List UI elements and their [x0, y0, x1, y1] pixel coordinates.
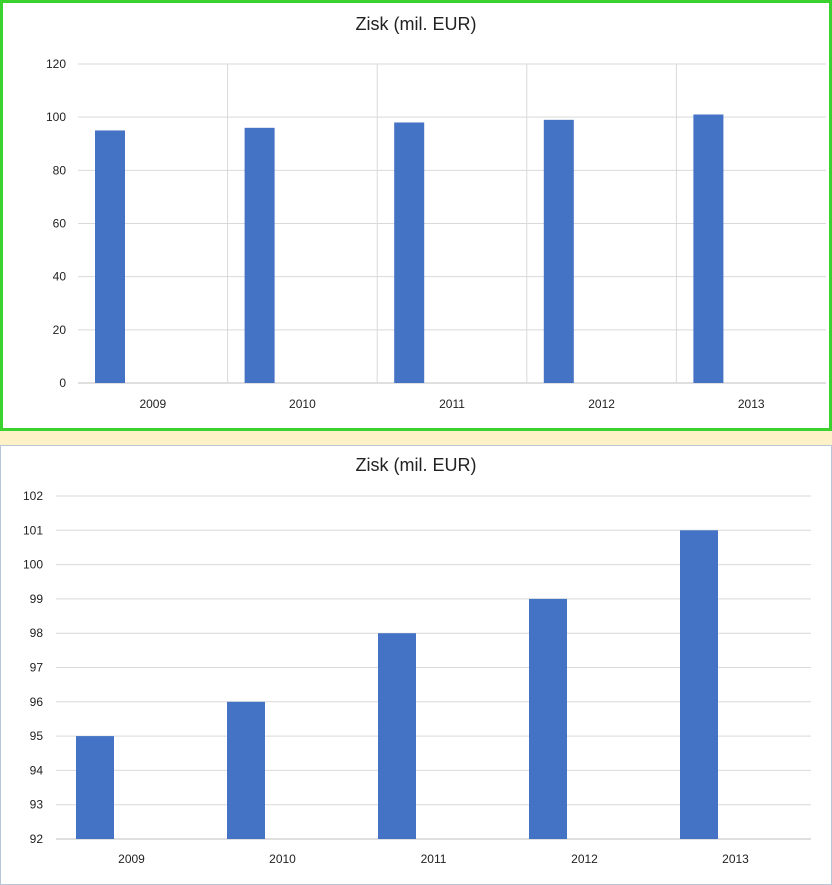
x-tick-label: 2013	[722, 852, 749, 866]
bar-2013	[680, 530, 718, 839]
bar-2011	[394, 122, 425, 383]
x-tick-label: 2009	[139, 397, 166, 411]
y-tick-label: 20	[53, 323, 67, 337]
y-tick-label: 93	[30, 798, 44, 812]
x-tick-label: 2010	[269, 852, 296, 866]
y-tick-label: 100	[46, 110, 66, 124]
bar-2010	[227, 701, 265, 839]
bar-2009	[76, 736, 114, 839]
x-tick-label: 2011	[439, 397, 465, 411]
x-tick-label: 2010	[289, 397, 316, 411]
chart-panel-top: Zisk (mil. EUR) 0 20 40 60 80 100 120 2009 2010 2…	[0, 0, 832, 431]
bar-chart-bottom: 92 93 94 95 96 97 98 99 100 101 102 2009 2010 2011 201…	[23, 489, 811, 866]
y-tick-label: 98	[30, 626, 44, 640]
panel-divider	[0, 431, 832, 445]
y-tick-label: 97	[30, 661, 44, 675]
bar-2011	[378, 633, 416, 839]
y-tick-label: 40	[53, 270, 67, 284]
chart-title: Zisk (mil. EUR)	[355, 455, 477, 475]
chart-title: Zisk (mil. EUR)	[355, 14, 477, 34]
y-tick-label: 92	[30, 832, 44, 846]
y-tick-label: 96	[30, 695, 44, 709]
y-tick-label: 95	[30, 729, 44, 743]
x-tick-label: 2011	[421, 852, 447, 866]
x-tick-label: 2012	[571, 852, 598, 866]
x-tick-label: 2009	[118, 852, 145, 866]
y-tick-label: 94	[30, 763, 44, 777]
y-tick-label: 101	[23, 523, 43, 537]
bar-2012	[543, 119, 574, 383]
x-tick-label: 2013	[738, 397, 765, 411]
bar-2013	[693, 114, 724, 383]
bar-2010	[244, 127, 275, 383]
y-tick-label: 100	[23, 558, 43, 572]
y-tick-label: 60	[53, 217, 67, 231]
y-tick-label: 80	[53, 163, 67, 177]
bar-chart-top: 0 20 40 60 80 100 120 2009 2010 2011 2012 2013	[46, 57, 826, 411]
bar-2012	[529, 598, 567, 839]
y-tick-label: 120	[46, 57, 66, 71]
chart-panel-bottom: Zisk (mil. EUR) 92 93 94 95 96 97 98 99 100 101 10…	[0, 445, 832, 885]
x-tick-label: 2012	[588, 397, 615, 411]
bar-2009	[95, 130, 125, 383]
y-tick-label: 99	[30, 592, 44, 606]
y-tick-label: 0	[59, 376, 66, 390]
y-tick-label: 102	[23, 489, 43, 503]
